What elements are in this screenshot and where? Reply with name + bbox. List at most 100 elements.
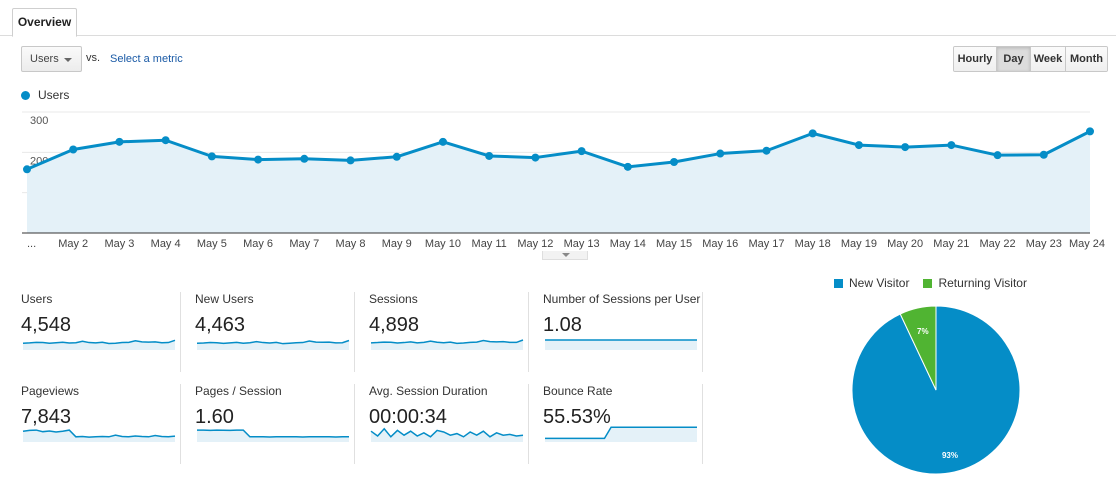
metric-card-new-users[interactable]: New Users 4,463	[195, 292, 355, 372]
data-point[interactable]	[854, 141, 863, 150]
sparkline	[545, 339, 697, 350]
data-point[interactable]	[161, 136, 170, 145]
data-point[interactable]	[69, 145, 78, 154]
data-point[interactable]	[531, 153, 540, 162]
sparkline	[22, 429, 176, 442]
x-tick-label: May 24	[1069, 238, 1105, 250]
x-tick-label: May 3	[104, 238, 134, 250]
pie-slice-label: 7%	[917, 327, 929, 336]
data-point[interactable]	[23, 165, 31, 174]
granularity-buttons: Hourly Day Week Month	[953, 46, 1108, 72]
series-line	[26, 130, 1091, 171]
x-tick-label: May 10	[425, 238, 461, 250]
metric-card-bounce-rate[interactable]: Bounce Rate 55.53%	[543, 384, 703, 464]
pie-slice-label: 93%	[942, 451, 958, 460]
data-point[interactable]	[300, 154, 309, 163]
sparkline-fill	[23, 430, 175, 442]
metric-value: 4,898	[369, 314, 420, 336]
metric-card-pageviews[interactable]: Pageviews 7,843	[21, 384, 181, 464]
x-tick-label: May 23	[1026, 238, 1062, 250]
sparkline-fill	[197, 430, 349, 442]
vs-label: vs.	[86, 52, 101, 64]
x-tick-label: May 21	[933, 238, 969, 250]
data-point[interactable]	[346, 156, 355, 165]
data-point[interactable]	[901, 143, 910, 152]
data-point[interactable]	[808, 129, 817, 138]
sparkline-fill	[545, 340, 697, 350]
chart-legend[interactable]: Users	[21, 88, 69, 102]
sparkline-line	[22, 429, 176, 438]
chart-resize-handle[interactable]	[542, 251, 588, 260]
data-point[interactable]	[1086, 127, 1094, 136]
data-point[interactable]	[577, 147, 586, 156]
metric-card-pages-per-session[interactable]: Pages / Session 1.60	[195, 384, 355, 464]
metric-label: Pageviews	[21, 384, 80, 398]
legend-label: Users	[38, 88, 70, 102]
data-point[interactable]	[762, 146, 771, 155]
x-tick-label: May 17	[748, 238, 784, 250]
legend-item-returning-visitor[interactable]: Returning Visitor	[923, 276, 1027, 290]
month-button[interactable]: Month	[1065, 47, 1107, 71]
pie-slice[interactable]	[899, 305, 937, 391]
sparkline-line	[545, 426, 697, 440]
metric-value: 7,843	[21, 406, 72, 428]
x-tick-label: ...	[27, 238, 36, 250]
x-tick-label: May 20	[887, 238, 923, 250]
data-point[interactable]	[1039, 150, 1048, 159]
tab-bar	[0, 0, 1116, 36]
visitor-pie-chart: 93% 7%	[851, 305, 1021, 475]
metric-select[interactable]: Users	[21, 46, 82, 72]
metric-card-sessions-per-user[interactable]: Number of Sessions per User 1.08	[543, 292, 703, 372]
day-button[interactable]: Day	[996, 47, 1030, 71]
data-point[interactable]	[207, 152, 216, 161]
pie-legend: New Visitor Returning Visitor	[834, 276, 1041, 290]
metric-label: Users	[21, 292, 53, 306]
data-point[interactable]	[485, 151, 494, 160]
metric-card-sessions[interactable]: Sessions 4,898	[369, 292, 529, 372]
metric-value: 00:00:34	[369, 406, 447, 428]
x-tick-label: May 6	[243, 238, 273, 250]
sparkline	[545, 426, 697, 442]
sparkline	[370, 339, 524, 350]
chevron-down-icon	[64, 58, 72, 62]
legend-item-new-visitor[interactable]: New Visitor	[834, 276, 909, 290]
metric-label: Sessions	[369, 292, 418, 306]
sparkline-line	[22, 339, 176, 345]
data-point[interactable]	[254, 155, 263, 164]
x-tick-label: May 7	[289, 238, 319, 250]
metric-value: 1.08	[543, 314, 582, 336]
metric-label: New Users	[195, 292, 254, 306]
metric-card-users[interactable]: Users 4,548	[21, 292, 181, 372]
metric-label: Bounce Rate	[543, 384, 613, 398]
data-point[interactable]	[392, 152, 401, 161]
select-metric-link[interactable]: Select a metric	[110, 53, 183, 65]
x-tick-label: May 12	[517, 238, 553, 250]
data-point[interactable]	[438, 137, 447, 146]
data-point[interactable]	[670, 158, 679, 167]
x-tick-label: May 16	[702, 238, 738, 250]
x-tick-label: May 8	[336, 238, 366, 250]
x-tick-label: May 22	[980, 238, 1016, 250]
metric-label: Pages / Session	[195, 384, 282, 398]
metric-value: 55.53%	[543, 406, 611, 428]
x-tick-label: May 19	[841, 238, 877, 250]
x-tick-label: May 4	[151, 238, 181, 250]
y-tick-label: 300	[30, 115, 48, 127]
data-point[interactable]	[993, 151, 1002, 160]
sparkline-line	[197, 429, 349, 438]
data-point[interactable]	[716, 149, 725, 158]
hourly-button[interactable]: Hourly	[954, 47, 996, 71]
legend-swatch-icon	[834, 278, 843, 288]
week-button[interactable]: Week	[1030, 47, 1065, 71]
sparkline-fill	[545, 427, 697, 442]
data-point[interactable]	[947, 141, 956, 150]
metric-label: Avg. Session Duration	[369, 384, 488, 398]
metric-label: Number of Sessions per User	[543, 292, 701, 306]
metric-card-avg-session-duration[interactable]: Avg. Session Duration 00:00:34	[369, 384, 529, 464]
sparkline	[197, 429, 349, 442]
tab-overview[interactable]: Overview	[12, 8, 77, 37]
data-point[interactable]	[115, 137, 124, 146]
metric-value: 1.60	[195, 406, 234, 428]
data-point[interactable]	[623, 162, 632, 171]
